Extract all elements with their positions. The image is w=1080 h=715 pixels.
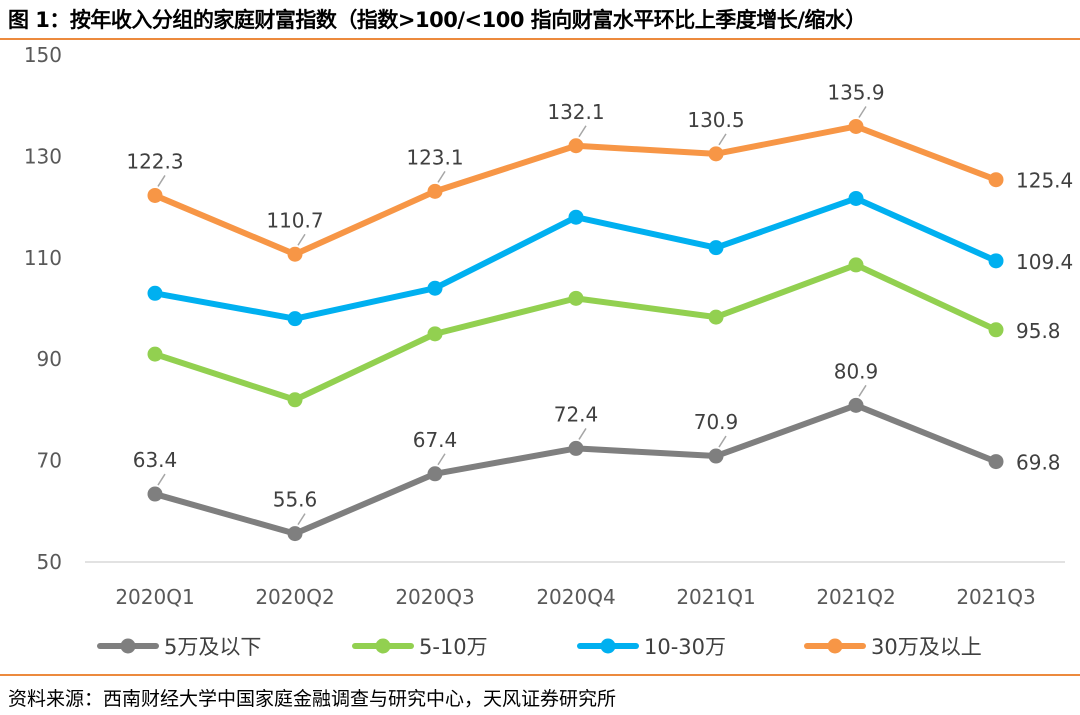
legend-swatch-marker <box>600 638 616 654</box>
data-point <box>988 253 1004 269</box>
y-tick-label: 70 <box>37 449 62 473</box>
label-leader-line <box>297 233 306 246</box>
y-tick-label: 110 <box>24 246 62 270</box>
x-tick-label: 2021Q2 <box>816 585 895 609</box>
legend-item-3: 10-30万 <box>577 635 726 659</box>
data-point <box>848 397 864 413</box>
legend-label: 5-10万 <box>419 635 488 659</box>
source-note: 资料来源：西南财经大学中国家庭金融调查与研究中心，天风证券研究所 <box>8 688 617 710</box>
legend-label: 30万及以上 <box>871 635 982 659</box>
label-leader-line <box>858 106 867 118</box>
data-label: 80.9 <box>834 359 879 383</box>
series-3 <box>147 190 1004 327</box>
data-label: 63.4 <box>133 448 178 472</box>
chart-title: 图 1：按年收入分组的家庭财富指数（指数>100/<100 指向财富水平环比上季… <box>8 8 866 32</box>
data-point <box>427 326 443 342</box>
data-point <box>988 454 1004 470</box>
legend: 5万及以下 5-10万 10-30万 30万及以上 <box>97 635 982 659</box>
label-leader-line <box>578 125 587 138</box>
data-point <box>147 285 163 301</box>
data-point <box>988 322 1004 338</box>
data-label: 132.1 <box>547 100 604 124</box>
data-point <box>427 466 443 482</box>
y-tick-label: 150 <box>24 43 62 67</box>
x-tick-label: 2021Q1 <box>676 585 755 609</box>
legend-item-2: 5-10万 <box>352 635 488 659</box>
data-point <box>708 309 724 325</box>
data-point <box>568 290 584 306</box>
label-leader-line <box>858 384 867 397</box>
series-layer <box>147 118 1004 542</box>
data-label: 122.3 <box>126 149 183 173</box>
x-axis: 2020Q1 2020Q2 2020Q3 2020Q4 2021Q1 2021Q2 2021… <box>85 561 1065 609</box>
data-point <box>708 146 724 162</box>
data-point <box>988 172 1004 188</box>
data-point <box>287 246 303 262</box>
data-label: 70.9 <box>694 410 739 434</box>
data-point <box>147 187 163 203</box>
legend-swatch-marker <box>120 638 136 654</box>
x-tick-label: 2021Q3 <box>956 585 1035 609</box>
data-label: 125.4 <box>1016 169 1073 193</box>
data-point <box>427 183 443 199</box>
data-point <box>708 240 724 256</box>
label-leader-line <box>157 175 166 187</box>
series-4 <box>147 118 1004 262</box>
data-point <box>287 526 303 542</box>
label-leader-line <box>297 513 306 526</box>
y-tick-label: 130 <box>24 144 62 168</box>
y-tick-label: 90 <box>37 347 62 371</box>
legend-item-4: 30万及以上 <box>804 635 982 659</box>
data-point <box>568 440 584 456</box>
label-leader-line <box>718 133 727 146</box>
y-tick-label: 50 <box>37 550 62 574</box>
bottom-divider <box>0 674 1080 676</box>
label-leader-line <box>718 435 727 448</box>
x-tick-label: 2020Q3 <box>395 585 474 609</box>
data-point <box>147 486 163 502</box>
data-point <box>568 209 584 225</box>
data-label: 72.4 <box>554 402 599 426</box>
legend-label: 5万及以下 <box>164 635 261 659</box>
data-label: 135.9 <box>827 80 884 104</box>
legend-label: 10-30万 <box>644 635 726 659</box>
legend-item-1: 5万及以下 <box>97 635 261 659</box>
top-divider <box>0 38 1080 40</box>
data-point <box>568 138 584 154</box>
label-leader-line <box>437 170 446 183</box>
series-2 <box>147 257 1004 408</box>
data-label: 130.5 <box>687 108 744 132</box>
data-label: 95.8 <box>1016 319 1061 343</box>
series-1 <box>147 397 1004 542</box>
data-point <box>848 257 864 273</box>
x-tick-label: 2020Q4 <box>536 585 615 609</box>
x-tick-label: 2020Q1 <box>115 585 194 609</box>
data-point <box>427 280 443 296</box>
data-label: 110.7 <box>266 208 323 232</box>
data-label: 109.4 <box>1016 250 1073 274</box>
data-point <box>848 118 864 134</box>
label-leader-line <box>437 453 446 466</box>
label-leader-line <box>157 473 166 486</box>
data-point <box>848 190 864 206</box>
data-label: 67.4 <box>413 428 458 452</box>
data-label: 123.1 <box>406 145 463 169</box>
data-point <box>708 448 724 464</box>
x-tick-label: 2020Q2 <box>255 585 334 609</box>
data-label: 55.6 <box>273 488 318 512</box>
legend-swatch-marker <box>375 638 391 654</box>
data-point <box>287 392 303 408</box>
data-point <box>287 311 303 327</box>
y-axis: 50 70 90 110 130 150 <box>24 43 62 574</box>
data-point <box>147 346 163 362</box>
legend-swatch-marker <box>827 638 843 654</box>
data-label: 69.8 <box>1016 451 1061 475</box>
data-labels: 63.4 55.6 67.4 72.4 70.9 80.9 69.8 95.8 109.4 122… <box>126 80 1073 526</box>
label-leader-line <box>578 428 587 440</box>
